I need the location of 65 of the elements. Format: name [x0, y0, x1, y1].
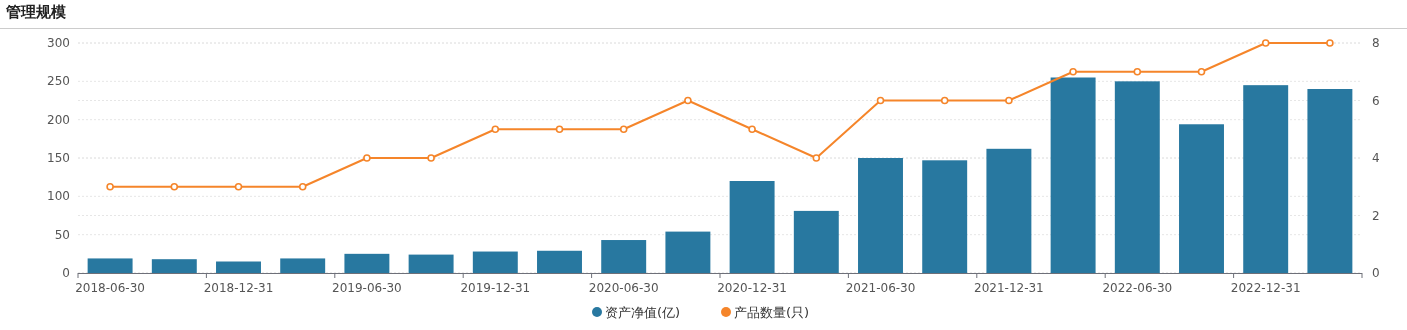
x-tick-label: 2018-06-30	[75, 281, 145, 295]
bar	[151, 259, 197, 273]
bar	[408, 254, 454, 273]
bar	[87, 258, 133, 273]
point	[170, 182, 179, 191]
bar	[986, 148, 1032, 273]
point	[1069, 67, 1077, 76]
y-tick-label: 250	[47, 74, 70, 89]
point	[619, 125, 628, 134]
x-tick-label: 2020-06-30	[588, 281, 659, 295]
point	[876, 96, 885, 105]
bar	[922, 160, 968, 273]
bar	[1307, 89, 1353, 273]
point	[106, 182, 114, 191]
bar	[1050, 77, 1096, 273]
y-tick-label: 100	[47, 189, 70, 204]
y-tick-label: 150	[47, 151, 70, 165]
point	[555, 125, 564, 134]
point	[491, 125, 500, 134]
y2-tick-label: 0	[1372, 266, 1380, 280]
x-tick-label: 2021-06-30	[845, 281, 916, 295]
x-tick-label: 2022-06-30	[1102, 281, 1173, 295]
point	[1133, 67, 1142, 76]
bar	[280, 258, 326, 273]
bar	[793, 210, 839, 273]
point	[363, 154, 371, 162]
point	[234, 182, 243, 191]
y-tick-label: 0	[62, 266, 70, 280]
y2-tick-label: 8	[1372, 36, 1380, 50]
point	[1197, 67, 1206, 76]
x-tick-label: 2021-12-31	[974, 281, 1044, 295]
bar	[601, 240, 647, 273]
point	[427, 154, 435, 162]
point	[1326, 39, 1334, 47]
x-tick-label: 2022-12-31	[1230, 281, 1301, 295]
point	[298, 182, 307, 191]
y2-tick-label: 6	[1372, 93, 1380, 108]
y2-tick-label: 4	[1372, 151, 1380, 165]
point	[684, 96, 692, 105]
point	[1005, 96, 1013, 105]
bar	[1114, 81, 1160, 273]
point	[812, 154, 821, 162]
y-tick-label: 200	[47, 112, 70, 127]
bar	[1243, 85, 1289, 273]
x-tick-label: 2018-12-31	[203, 281, 274, 295]
y2-tick-label: 2	[1372, 208, 1380, 223]
legend-label: 产品数量(只)	[734, 305, 810, 320]
chart-title: 管理规模	[5, 3, 67, 21]
y-tick-label: 300	[47, 36, 70, 50]
bar	[472, 251, 518, 273]
bar	[729, 181, 775, 273]
x-tick-label: 2020-12-31	[717, 281, 787, 295]
x-tick-label: 2019-06-30	[332, 281, 402, 295]
bar	[858, 158, 903, 273]
point	[748, 125, 756, 134]
x-tick-label: 2019-12-31	[460, 281, 531, 295]
bar	[537, 250, 582, 273]
legend-label: 资产净值(亿)	[605, 305, 681, 320]
point	[940, 96, 949, 105]
point	[1261, 39, 1270, 47]
y-tick-label: 50	[54, 227, 70, 242]
bar	[665, 231, 711, 273]
bar	[1179, 124, 1224, 273]
bar	[344, 253, 390, 273]
bar	[216, 261, 261, 273]
